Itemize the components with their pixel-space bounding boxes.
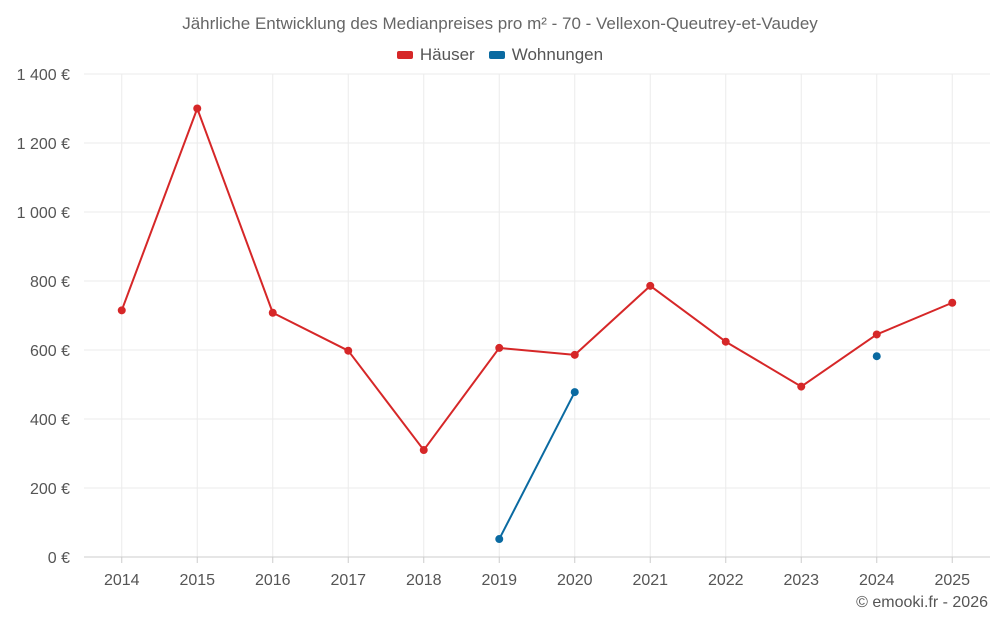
legend-label-wohnungen: Wohnungen (511, 45, 604, 64)
y-tick-label: 1 000 € (17, 205, 70, 222)
data-point-haeuser (193, 104, 202, 113)
x-tick-label: 2021 (632, 572, 668, 589)
x-tick-label: 2014 (104, 572, 140, 589)
data-point-haeuser (797, 382, 806, 391)
y-tick-label: 1 400 € (17, 67, 70, 84)
x-tick-label: 2023 (783, 572, 819, 589)
x-tick-label: 2020 (557, 572, 593, 589)
x-tick-label: 2019 (481, 572, 517, 589)
legend-swatch-wohnungen (488, 51, 505, 59)
chart-title: Jährliche Entwicklung des Medianpreises … (182, 14, 818, 33)
data-point-haeuser (948, 298, 957, 307)
series-line-wohnungen (498, 391, 576, 540)
data-point-haeuser (419, 446, 428, 455)
data-point-haeuser (646, 281, 655, 290)
data-point-haeuser (872, 330, 881, 339)
y-tick-label: 400 € (30, 412, 70, 429)
x-tick-label: 2018 (406, 572, 442, 589)
data-point-haeuser (721, 337, 730, 346)
legend-swatch-haeuser (396, 51, 413, 59)
data-point-haeuser (344, 346, 353, 355)
copyright-credit: © emooki.fr - 2026 (856, 594, 988, 611)
data-point-wohnungen (872, 352, 881, 361)
x-tick-label: 2016 (255, 572, 291, 589)
data-point-haeuser (495, 343, 504, 352)
data-point-haeuser (268, 308, 277, 317)
y-tick-label: 800 € (30, 274, 70, 291)
legend-item-wohnungen[interactable]: Wohnungen (488, 45, 604, 65)
legend-item-haeuser[interactable]: Häuser (396, 45, 475, 65)
x-tick-label: 2017 (330, 572, 366, 589)
y-tick-label: 600 € (30, 343, 70, 360)
x-tick-label: 2015 (179, 572, 215, 589)
y-tick-label: 200 € (30, 481, 70, 498)
legend-label-haeuser: Häuser (419, 45, 475, 64)
x-tick-label: 2025 (934, 572, 970, 589)
x-tick-label: 2024 (859, 572, 895, 589)
y-tick-label: 1 200 € (17, 136, 70, 153)
data-point-wohnungen (495, 535, 504, 544)
series-line-haeuser (120, 107, 953, 452)
y-tick-label: 0 € (48, 550, 70, 567)
data-point-haeuser (117, 306, 126, 315)
data-point-wohnungen (570, 388, 579, 397)
x-tick-label: 2022 (708, 572, 744, 589)
legend: Häuser Wohnungen (0, 45, 1000, 65)
data-point-haeuser (570, 350, 579, 359)
